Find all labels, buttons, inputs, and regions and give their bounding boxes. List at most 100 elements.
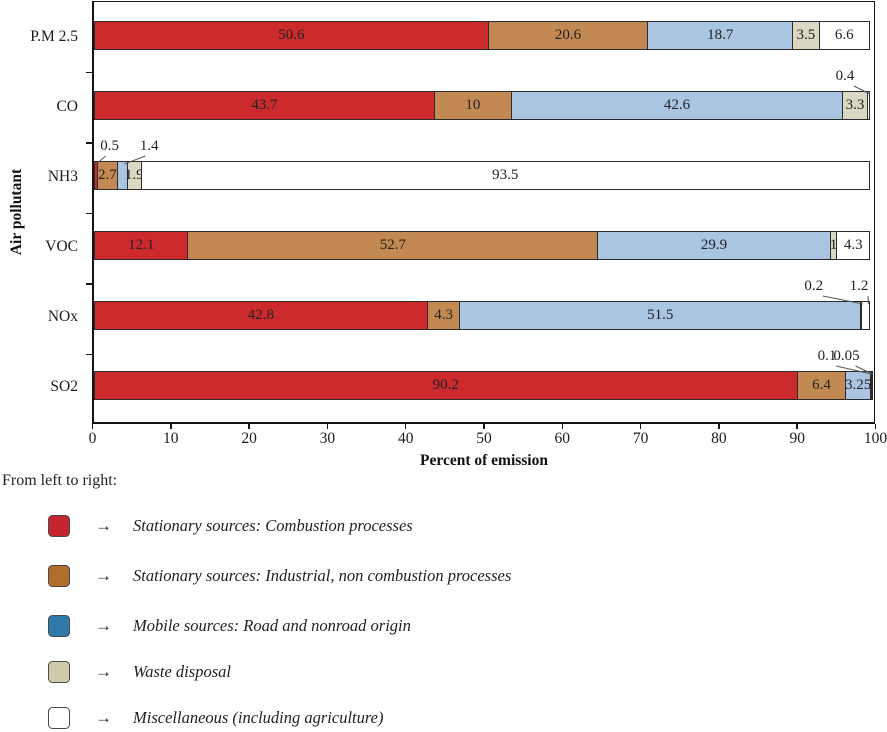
bar-segment: 50.6	[94, 21, 489, 50]
legend-item: → Stationary sources: Industrial, non com…	[48, 565, 511, 587]
y-axis-tick	[86, 71, 92, 73]
bar-segment: 42.8	[94, 301, 428, 330]
x-axis-tick	[326, 424, 329, 429]
bar-segment: 42.6	[510, 91, 844, 120]
bar-segment: 6.6	[818, 21, 870, 50]
value-label: 29.9	[700, 237, 728, 253]
value-label: 10	[465, 97, 481, 113]
arrow-icon: →	[95, 708, 112, 727]
category-label: CO	[56, 98, 78, 115]
value-label: 20.6	[554, 27, 582, 43]
legend-swatch	[48, 707, 70, 729]
x-tick-label: 0	[88, 430, 97, 447]
x-axis-tick	[170, 424, 172, 429]
category-label: SO2	[50, 378, 78, 395]
legend-swatch	[48, 565, 70, 587]
x-tick-label: 30	[319, 430, 336, 447]
value-label: 52.7	[379, 237, 407, 253]
value-label: 90.2	[432, 377, 459, 393]
callout-value-label: 0.05	[833, 348, 860, 364]
category-label: P.M 2.5	[30, 28, 78, 45]
value-label: 42.6	[663, 97, 691, 113]
chart-bar-so2: 90.2 6.4 3.25	[94, 371, 874, 400]
arrow-icon: →	[95, 616, 112, 635]
value-label: 42.8	[247, 307, 275, 323]
bar-segment: 2.7	[96, 161, 118, 190]
bar-segment: 43.7	[94, 91, 435, 120]
legend-item: → Waste disposal	[48, 661, 231, 683]
bar-segment: 3.3	[842, 91, 868, 120]
x-axis-tick	[639, 424, 642, 429]
value-label: 4.3	[843, 237, 863, 253]
callout-value-label: 0.5	[100, 138, 119, 154]
legend-label: Miscellaneous (including agriculture)	[133, 708, 384, 727]
x-axis-tick	[561, 424, 564, 429]
chart-bar-nh3: 2.7 1.9 93.5	[94, 161, 874, 190]
legend-swatch	[48, 515, 70, 537]
category-label: NOx	[47, 308, 78, 325]
x-tick-label: 70	[632, 430, 649, 447]
callout-value-label: 1.2	[849, 278, 869, 294]
bar-segment	[861, 301, 871, 330]
bar-segment: 90.2	[94, 371, 798, 400]
legend-label: Mobile sources: Road and nonroad origin	[133, 616, 411, 635]
legend-item: → Stationary sources: Combustion processe…	[48, 515, 413, 537]
y-axis-tick	[86, 212, 92, 214]
x-tick-label: 90	[789, 430, 805, 447]
chart-bar-nox: 42.8 4.3 51.5	[94, 301, 874, 330]
chart-bar-p-m-2-5: 50.6 20.6 18.7 3.5 6.6	[94, 21, 874, 50]
x-axis-tick	[718, 424, 720, 429]
value-label: 6.4	[812, 377, 831, 393]
bar-segment: 3.5	[792, 21, 820, 50]
legend-label: Waste disposal	[133, 662, 231, 681]
x-tick-label: 50	[476, 430, 492, 447]
x-tick-label: 20	[241, 430, 257, 447]
value-label: 43.7	[251, 97, 278, 113]
plot-area: 50.6 20.6 18.7 3.5 6.6 0.4 43.7 10 42.6 3.3 0.5 1.4…	[92, 1, 875, 424]
value-label: 18.7	[707, 27, 734, 43]
value-label: 1	[829, 237, 838, 253]
bar-segment: 1.9	[124, 161, 144, 190]
x-tick-label: 80	[711, 430, 727, 447]
arrow-icon: →	[95, 516, 112, 535]
bar-segment: 52.7	[187, 231, 599, 260]
x-axis-tick	[874, 424, 877, 429]
value-label: 3.5	[796, 27, 816, 43]
value-label: 1.9	[124, 167, 144, 183]
arrow-icon: →	[95, 662, 112, 681]
bar-segment: 10	[433, 91, 512, 120]
legend-intro: From left to right:	[2, 472, 118, 489]
value-label: 6.6	[834, 27, 854, 43]
value-label: 51.5	[647, 307, 674, 323]
bar-segment: 12.1	[94, 231, 189, 260]
callout-leader-lines	[96, 85, 873, 375]
y-axis-tick	[86, 283, 92, 285]
legend-swatch	[48, 615, 70, 637]
value-label: 4.3	[434, 307, 453, 323]
x-axis-tick	[248, 424, 250, 429]
bar-segment: 20.6	[487, 21, 649, 50]
x-axis-tick	[404, 424, 407, 429]
chart-bar-co: 43.7 10 42.6 3.3	[94, 91, 874, 120]
legend-item: → Mobile sources: Road and nonroad origin	[48, 615, 411, 637]
legend-label: Stationary sources: Combustion processes	[133, 516, 413, 535]
legend-label: Stationary sources: Industrial, non comb…	[133, 566, 512, 585]
x-tick-label: 10	[163, 430, 179, 447]
bar-segment: 4.3	[836, 231, 870, 260]
bar-segment: 29.9	[597, 231, 831, 260]
bar-segment	[870, 371, 873, 400]
value-label: 50.6	[278, 27, 305, 43]
category-label: VOC	[45, 238, 78, 255]
callout-value-label: 1.4	[139, 138, 159, 154]
arrow-icon: →	[95, 566, 112, 585]
category-label: NH3	[47, 168, 78, 185]
bar-segment: 6.4	[796, 371, 847, 400]
x-axis-tick	[91, 424, 94, 429]
callout-value-label: 0.2	[804, 278, 824, 294]
x-axis-tick	[796, 424, 798, 429]
value-label: 3.25	[845, 377, 872, 393]
bar-segment: 18.7	[647, 21, 794, 50]
y-axis-tick	[86, 353, 92, 355]
bar-segment: 93.5	[140, 161, 870, 190]
